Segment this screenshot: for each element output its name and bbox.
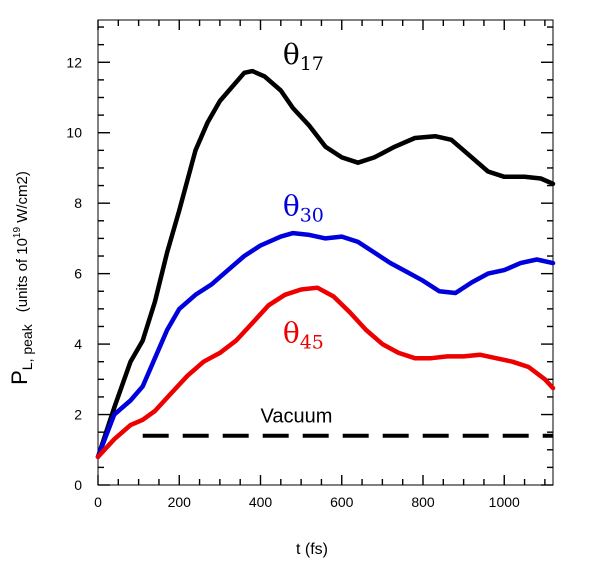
y-axis-title-units-suffix: W/cm2) [14,171,31,227]
x-tick-label: 200 [168,494,192,510]
tick-labels: 0 200 400 600 800 1000 0 2 4 6 8 10 12 [66,54,520,510]
y-axis-title-main-sub: L, peak [19,323,35,370]
series-line-theta-17 [95,68,556,460]
series-label-base: θ [283,190,300,223]
series-label-theta-17: θ17 [283,38,324,75]
series-line-theta-45 [95,285,556,460]
vacuum-label: Vacuum [261,405,333,427]
y-tick-label: 2 [74,407,82,423]
series-label-subscript: 30 [300,205,324,227]
y-axis-title: PL, peak (units of 1019 W/cm2) [7,171,35,385]
series-label-subscript: 45 [300,331,324,353]
y-tick-label: 4 [74,336,82,352]
y-tick-label: 12 [66,54,82,70]
y-tick-label: 10 [66,125,82,141]
axis-ticks [97,20,553,486]
series-label-theta-45: θ45 [283,316,324,353]
y-axis-title-main: P [7,370,32,385]
y-axis-title-units: (units of 10 [14,238,31,312]
series-lines [95,68,556,460]
series-label-subscript: 17 [300,53,324,75]
x-tick-label: 1000 [489,494,520,510]
x-tick-label: 800 [411,494,435,510]
x-tick-label: 400 [249,494,273,510]
x-axis-title: t (fs) [296,541,328,558]
y-tick-label: 6 [74,266,82,282]
y-tick-label: 0 [74,477,82,493]
series-label-theta-30: θ30 [283,190,324,227]
series-label-base: θ [283,316,300,349]
y-axis-title-units-exp: 19 [12,226,23,238]
series-label-base: θ [283,38,300,71]
x-tick-label: 0 [94,494,102,510]
plot-frame-rect [97,19,554,486]
plot-frame [97,19,554,486]
y-tick-label: 8 [74,195,82,211]
x-tick-label: 600 [330,494,354,510]
series-line-theta-30 [95,230,556,460]
